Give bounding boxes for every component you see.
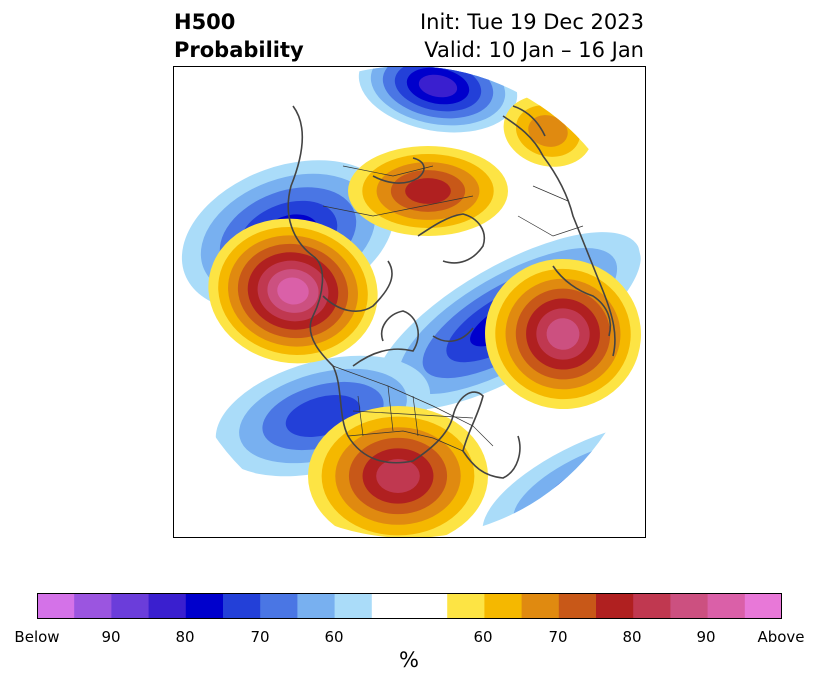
above-normal-region: [485, 258, 641, 410]
colorbar-below-9: [334, 593, 373, 619]
colorbar-above-8: [707, 593, 746, 619]
colorbar-above-7: [670, 593, 709, 619]
colorbar-tick-label: 60: [324, 628, 344, 646]
map-frame: [173, 66, 646, 538]
colorbar-above-5: [596, 593, 634, 619]
above-normal-region: [308, 406, 488, 538]
coastlines: [287, 105, 616, 479]
colorbar-above-9: [744, 593, 782, 619]
colorbar-tick-label: Above: [757, 628, 805, 646]
valid-range: Valid: 10 Jan – 16 Jan: [424, 38, 644, 62]
colorbar-neutral: [371, 593, 448, 619]
colorbar-tick-label: 70: [250, 628, 270, 646]
colorbar-tick-label: 90: [696, 628, 716, 646]
borders: [322, 165, 584, 452]
probability-contour: [418, 74, 458, 98]
probability-contour: [546, 318, 580, 350]
colorbar-tick-label: 60: [473, 628, 493, 646]
colorbar-unit: %: [399, 648, 419, 672]
probability-contours: [181, 66, 645, 538]
forecast-dates: Init: Tue 19 Dec 2023 Valid: 10 Jan – 16…: [420, 8, 644, 64]
colorbar-below-1: [37, 593, 75, 619]
colorbar-tick-label: Below: [14, 628, 60, 646]
title-variable: H500: [174, 10, 236, 34]
colorbar-above-6: [633, 593, 671, 619]
init-date: Init: Tue 19 Dec 2023: [419, 10, 644, 34]
colorbar-above-1: [447, 593, 485, 619]
colorbar-tick-label: 80: [175, 628, 195, 646]
colorbar-segments: [37, 593, 782, 619]
map-title: H500 Probability: [174, 8, 304, 64]
colorbar-tick-label: 80: [622, 628, 642, 646]
probability-contour: [277, 277, 309, 305]
colorbar-below-4: [148, 593, 187, 619]
colorbar-tick-label: 90: [101, 628, 121, 646]
probability-contour: [376, 459, 420, 493]
probability-contour: [405, 178, 451, 204]
colorbar-below-7: [260, 593, 298, 619]
above-normal-region: [348, 146, 508, 236]
probability-map: [173, 66, 646, 538]
colorbar-above-4: [558, 593, 597, 619]
colorbar-tick-label: 70: [548, 628, 568, 646]
colorbar-below-6: [223, 593, 261, 619]
colorbar-below-8: [297, 593, 336, 619]
colorbar-below-5: [185, 593, 224, 619]
colorbar: [37, 593, 782, 619]
colorbar-above-2: [484, 593, 523, 619]
colorbar-above-3: [521, 593, 560, 619]
colorbar-below-2: [74, 593, 112, 619]
colorbar-below-3: [111, 593, 150, 619]
title-metric: Probability: [174, 38, 304, 62]
